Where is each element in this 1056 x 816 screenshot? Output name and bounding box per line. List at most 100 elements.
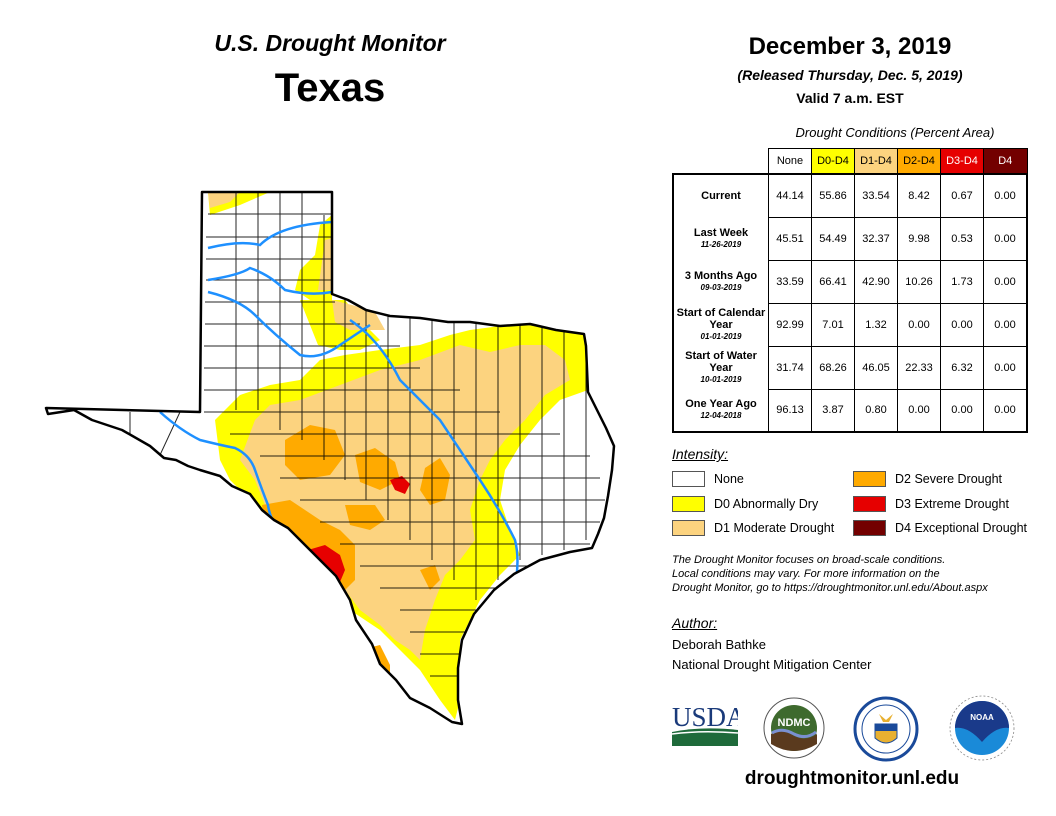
ndmc-text: NDMC <box>778 717 811 729</box>
table-header-row: None D0-D4 D1-D4 D2-D4 D3-D4 D4 <box>673 148 1028 175</box>
table-row: Current 44.14 55.86 33.54 8.42 0.67 0.00 <box>672 173 1028 218</box>
legend-swatch <box>672 471 705 487</box>
table-cell: 31.74 <box>768 345 812 390</box>
table-row: Last Week 11-26-2019 45.51 54.49 32.37 9.98 0.… <box>672 216 1028 261</box>
row-label: Start of Water Year 10-01-2019 <box>672 346 769 389</box>
legend-swatch <box>672 496 705 512</box>
table-row: Start of Calendar Year 01-01-2019 92.99 7.0… <box>672 302 1028 347</box>
table-cell: 32.37 <box>854 216 898 261</box>
legend-item-d0: D0 Abnormally Dry <box>672 496 818 512</box>
table-cell: 0.00 <box>940 388 984 433</box>
legend-label: D1 Moderate Drought <box>714 521 835 535</box>
table-cell: 42.90 <box>854 259 898 304</box>
row-label: Start of Calendar Year 01-01-2019 <box>672 303 769 346</box>
row-label: 3 Months Ago 09-03-2019 <box>672 260 769 303</box>
table-cell: 0.00 <box>983 173 1028 218</box>
table-cell: 46.05 <box>854 345 898 390</box>
texas-outline <box>44 190 616 726</box>
table-cell: 0.53 <box>940 216 984 261</box>
col-header: D2-D4 <box>897 148 941 175</box>
row-label: Current <box>672 173 769 217</box>
table-cell: 6.32 <box>940 345 984 390</box>
table-cell: 8.42 <box>897 173 941 218</box>
drought-conditions-table: None D0-D4 D1-D4 D2-D4 D3-D4 D4 Current 4… <box>672 148 1028 433</box>
row-label-text: Start of Calendar Year <box>676 306 766 331</box>
table-cell: 68.26 <box>811 345 855 390</box>
table-cell: 7.01 <box>811 302 855 347</box>
legend-item-d3: D3 Extreme Drought <box>853 496 1009 512</box>
table-cell: 0.80 <box>854 388 898 433</box>
row-label-text: Start of Water Year <box>685 349 757 374</box>
note-line: The Drought Monitor focuses on broad-sca… <box>672 554 946 566</box>
table-row: 3 Months Ago 09-03-2019 33.59 66.41 42.90 10.… <box>672 259 1028 304</box>
texas-drought-map <box>44 190 616 726</box>
legend-swatch <box>672 520 705 536</box>
map-date: December 3, 2019 <box>748 33 952 60</box>
rivers <box>159 220 519 586</box>
table-cell: 44.14 <box>768 173 812 218</box>
ndmc-logo-icon: NDMC <box>763 697 825 759</box>
commerce-seal-icon <box>853 696 919 762</box>
table-row: One Year Ago 12-04-2018 96.13 3.87 0.80 0.00 0… <box>672 388 1028 433</box>
legend-item-d4: D4 Exceptional Drought <box>853 520 1027 536</box>
legend-label: D3 Extreme Drought <box>895 497 1009 511</box>
noaa-logo-icon: NOAA <box>949 695 1015 761</box>
state-title: Texas <box>274 66 386 110</box>
table-cell: 1.32 <box>854 302 898 347</box>
legend-title: Intensity: <box>672 446 729 462</box>
row-label: One Year Ago 12-04-2018 <box>672 389 769 433</box>
note-line: Drought Monitor, go to https://droughtmo… <box>672 582 988 594</box>
author-org: National Drought Mitigation Center <box>672 657 872 672</box>
row-date: 11-26-2019 <box>700 239 742 249</box>
note-line: Local conditions may vary. For more info… <box>672 568 940 580</box>
table-cell: 54.49 <box>811 216 855 261</box>
table-cell: 92.99 <box>768 302 812 347</box>
legend-item-d2: D2 Severe Drought <box>853 471 1002 487</box>
table-cell: 22.33 <box>897 345 941 390</box>
col-header: D4 <box>983 148 1028 175</box>
legend-item-d1: D1 Moderate Drought <box>672 520 834 536</box>
table-cell: 0.00 <box>897 388 941 433</box>
legend-label: D4 Exceptional Drought <box>895 521 1028 535</box>
col-header: D0-D4 <box>811 148 855 175</box>
table-cell: 9.98 <box>897 216 941 261</box>
release-date: (Released Thursday, Dec. 5, 2019) <box>737 67 963 83</box>
county-grid <box>129 192 605 677</box>
legend-swatch <box>853 471 886 487</box>
table-cell: 0.00 <box>983 302 1028 347</box>
table-cell: 1.73 <box>940 259 984 304</box>
header-blank <box>673 149 769 175</box>
table-caption: Drought Conditions (Percent Area) <box>795 125 995 140</box>
author-name: Deborah Bathke <box>672 637 766 652</box>
row-label-text: Current <box>701 190 741 202</box>
table-cell: 0.00 <box>940 302 984 347</box>
noaa-text: NOAA <box>970 713 994 722</box>
legend-label: D2 Severe Drought <box>895 472 1003 486</box>
table-cell: 33.59 <box>768 259 812 304</box>
website-url[interactable]: droughtmonitor.unl.edu <box>744 768 960 789</box>
table-cell: 55.86 <box>811 173 855 218</box>
disclaimer-note: The Drought Monitor focuses on broad-sca… <box>672 553 1042 595</box>
valid-time: Valid 7 a.m. EST <box>796 90 904 106</box>
usda-text: USDA <box>672 702 738 732</box>
table-cell: 3.87 <box>811 388 855 433</box>
col-header: None <box>768 148 812 175</box>
row-date: 09-03-2019 <box>700 282 742 292</box>
table-cell: 45.51 <box>768 216 812 261</box>
legend-item-none: None <box>672 471 744 487</box>
legend-label: D0 Abnormally Dry <box>714 497 819 511</box>
table-cell: 0.00 <box>983 216 1028 261</box>
row-date: 10-01-2019 <box>700 374 742 384</box>
row-date: 01-01-2019 <box>700 331 742 341</box>
row-label: Last Week 11-26-2019 <box>672 217 769 260</box>
legend-label: None <box>714 472 744 486</box>
usda-logo-icon: USDA <box>672 702 738 746</box>
row-label-text: 3 Months Ago <box>684 269 758 282</box>
table-cell: 0.00 <box>983 345 1028 390</box>
table-cell: 0.67 <box>940 173 984 218</box>
legend-swatch <box>853 520 886 536</box>
table-cell: 10.26 <box>897 259 941 304</box>
row-label-text: One Year Ago <box>685 398 757 410</box>
table-cell: 0.00 <box>983 388 1028 433</box>
table-row: Start of Water Year 10-01-2019 31.74 68.26 4… <box>672 345 1028 390</box>
